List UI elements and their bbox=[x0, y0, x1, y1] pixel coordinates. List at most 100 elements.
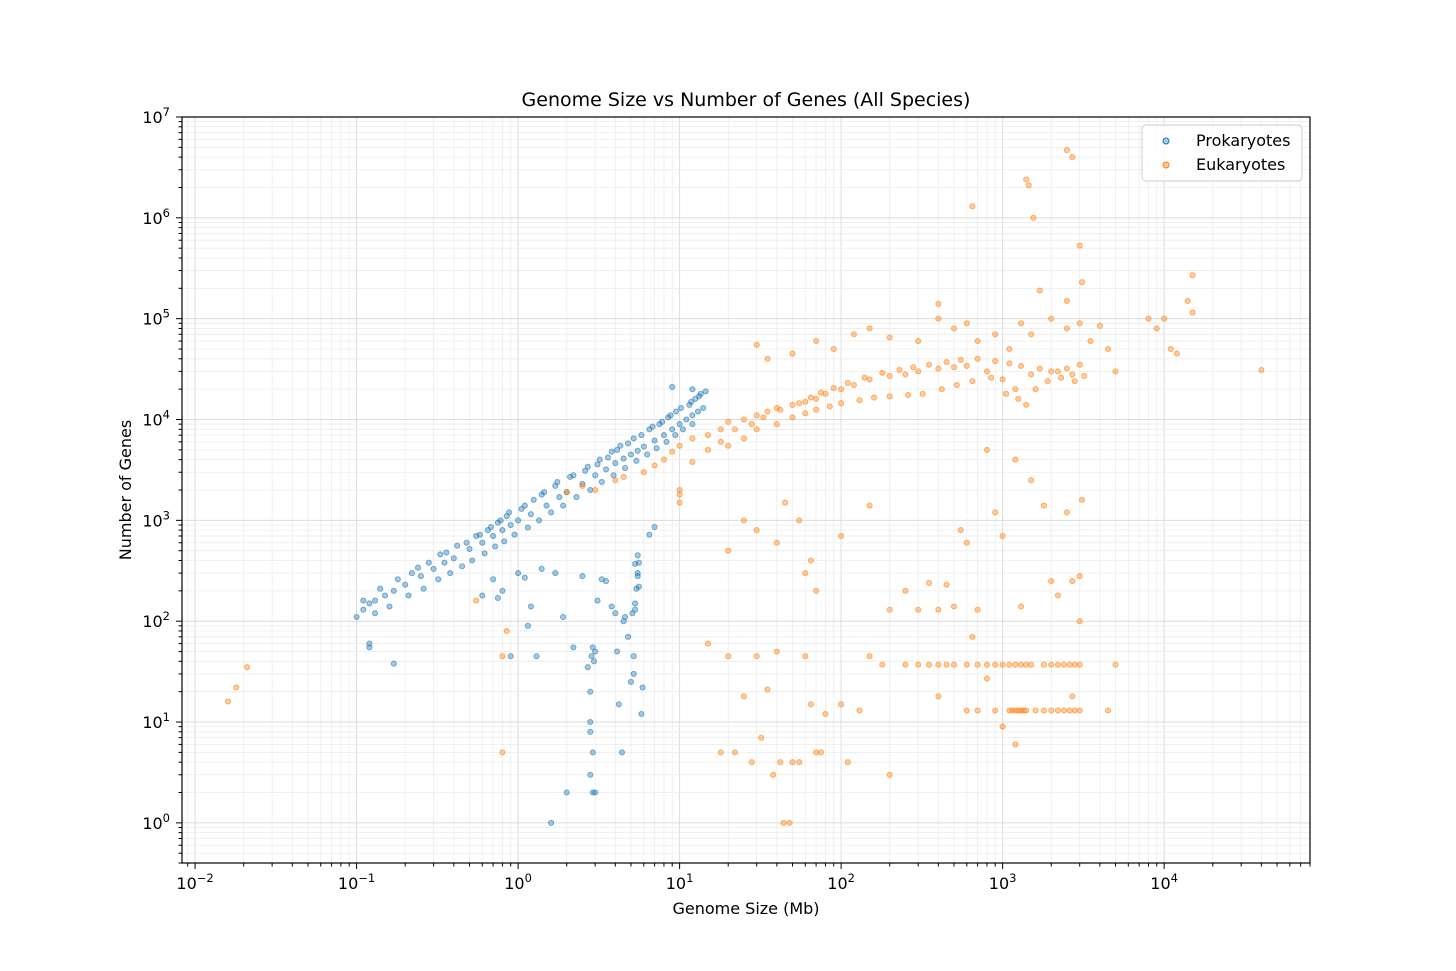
data-point-prokaryotes bbox=[584, 664, 591, 671]
legend: Prokaryotes Eukaryotes bbox=[1141, 124, 1303, 182]
data-point-prokaryotes bbox=[659, 418, 666, 425]
data-point-prokaryotes bbox=[632, 600, 639, 607]
data-point-eukaryotes bbox=[1028, 661, 1035, 668]
data-point-eukaryotes bbox=[844, 379, 851, 387]
data-point-eukaryotes bbox=[612, 477, 619, 484]
data-point-eukaryotes bbox=[563, 489, 570, 496]
data-point-eukaryotes bbox=[748, 421, 755, 428]
data-point-eukaryotes bbox=[1048, 661, 1055, 668]
data-point-prokaryotes bbox=[377, 585, 384, 592]
data-point-prokaryotes bbox=[700, 404, 707, 412]
data-point-eukaryotes bbox=[813, 395, 820, 402]
data-point-prokaryotes bbox=[579, 573, 586, 580]
data-point-prokaryotes bbox=[598, 478, 605, 486]
data-point-prokaryotes bbox=[651, 437, 658, 444]
y-tick-label: 107 bbox=[142, 105, 170, 127]
data-point-eukaryotes bbox=[731, 426, 738, 433]
data-point-eukaryotes bbox=[1161, 315, 1168, 322]
data-point-eukaryotes bbox=[244, 664, 251, 671]
data-point-prokaryotes bbox=[459, 563, 466, 570]
data-point-prokaryotes bbox=[676, 421, 683, 428]
data-point-eukaryotes bbox=[969, 203, 976, 210]
data-point-eukaryotes bbox=[915, 606, 922, 613]
data-point-prokaryotes bbox=[390, 587, 397, 594]
data-point-prokaryotes bbox=[402, 581, 409, 588]
data-point-eukaryotes bbox=[866, 325, 873, 332]
data-point-eukaryotes bbox=[725, 442, 732, 449]
x-tick-label: 10−2 bbox=[176, 871, 213, 893]
data-point-eukaryotes bbox=[1023, 707, 1030, 714]
data-point-prokaryotes bbox=[608, 448, 615, 455]
data-point-prokaryotes bbox=[479, 592, 486, 599]
data-point-eukaryotes bbox=[725, 418, 732, 425]
data-point-eukaryotes bbox=[753, 412, 760, 419]
data-point-eukaryotes bbox=[789, 414, 796, 421]
data-point-eukaryotes bbox=[953, 381, 960, 389]
data-point-prokaryotes bbox=[632, 560, 639, 567]
data-point-prokaryotes bbox=[414, 564, 422, 571]
data-point-prokaryotes bbox=[527, 511, 534, 518]
data-point-prokaryotes bbox=[639, 684, 646, 691]
data-point-prokaryotes bbox=[622, 465, 629, 472]
data-point-prokaryotes bbox=[506, 509, 513, 516]
data-point-eukaryotes bbox=[905, 391, 912, 399]
data-point-prokaryotes bbox=[694, 408, 702, 415]
data-point-eukaryotes bbox=[802, 410, 809, 417]
data-point-eukaryotes bbox=[1040, 502, 1047, 509]
data-point-prokaryotes bbox=[612, 610, 619, 617]
data-point-prokaryotes bbox=[587, 688, 594, 695]
data-point-prokaryotes bbox=[594, 461, 601, 468]
data-point-eukaryotes bbox=[1087, 337, 1094, 345]
data-point-prokaryotes bbox=[538, 565, 545, 572]
data-point-eukaryotes bbox=[1063, 297, 1070, 304]
data-point-eukaryotes bbox=[969, 633, 976, 640]
y-tick-label: 104 bbox=[142, 408, 170, 430]
data-point-eukaryotes bbox=[704, 446, 712, 453]
x-axis-label: Genome Size (Mb) bbox=[672, 899, 819, 918]
data-point-eukaryotes bbox=[1076, 320, 1083, 327]
data-point-prokaryotes bbox=[660, 432, 668, 439]
data-point-eukaryotes bbox=[1040, 707, 1047, 714]
data-point-prokaryotes bbox=[447, 570, 454, 577]
data-point-eukaryotes bbox=[807, 557, 814, 564]
data-point-eukaryotes bbox=[676, 486, 683, 494]
data-point-eukaryotes bbox=[1112, 368, 1119, 375]
data-point-prokaryotes bbox=[573, 494, 580, 501]
data-point-eukaryotes bbox=[704, 432, 712, 439]
data-point-eukaryotes bbox=[676, 442, 683, 449]
data-point-eukaryotes bbox=[473, 597, 480, 604]
data-point-prokaryotes bbox=[560, 502, 567, 509]
data-point-eukaryotes bbox=[943, 581, 950, 588]
data-point-eukaryotes bbox=[902, 587, 909, 594]
data-point-prokaryotes bbox=[492, 543, 499, 550]
data-point-prokaryotes bbox=[499, 527, 506, 534]
data-point-eukaryotes bbox=[777, 406, 784, 413]
data-point-eukaryotes bbox=[992, 331, 999, 338]
data-point-eukaryotes bbox=[838, 532, 845, 540]
data-point-prokaryotes bbox=[435, 576, 442, 583]
legend-label-prokaryotes: Prokaryotes bbox=[1196, 131, 1290, 150]
data-point-eukaryotes bbox=[1069, 371, 1076, 378]
chart-title: Genome Size vs Number of Genes (All Spec… bbox=[522, 89, 971, 111]
data-point-eukaryotes bbox=[753, 653, 760, 660]
data-point-prokaryotes bbox=[634, 552, 641, 559]
data-point-eukaryotes bbox=[943, 359, 950, 366]
data-point-eukaryotes bbox=[1012, 661, 1019, 668]
data-point-eukaryotes bbox=[919, 390, 926, 397]
data-point-prokaryotes bbox=[620, 455, 627, 462]
data-point-eukaryotes bbox=[1025, 182, 1032, 189]
data-point-eukaryotes bbox=[740, 416, 747, 423]
data-point-prokaryotes bbox=[588, 653, 595, 660]
data-point-eukaryotes bbox=[1017, 320, 1025, 327]
data-point-eukaryotes bbox=[1105, 707, 1112, 714]
data-point-prokaryotes bbox=[667, 412, 674, 419]
data-point-prokaryotes bbox=[497, 517, 504, 524]
data-point-eukaryotes bbox=[974, 355, 981, 362]
data-point-eukaryotes bbox=[770, 771, 777, 778]
data-point-eukaryotes bbox=[1189, 272, 1196, 279]
data-point-eukaryotes bbox=[1012, 741, 1019, 748]
data-point-prokaryotes bbox=[612, 460, 619, 467]
data-point-prokaryotes bbox=[646, 531, 653, 538]
data-point-eukaryotes bbox=[866, 376, 873, 383]
data-point-prokaryotes bbox=[594, 597, 601, 604]
